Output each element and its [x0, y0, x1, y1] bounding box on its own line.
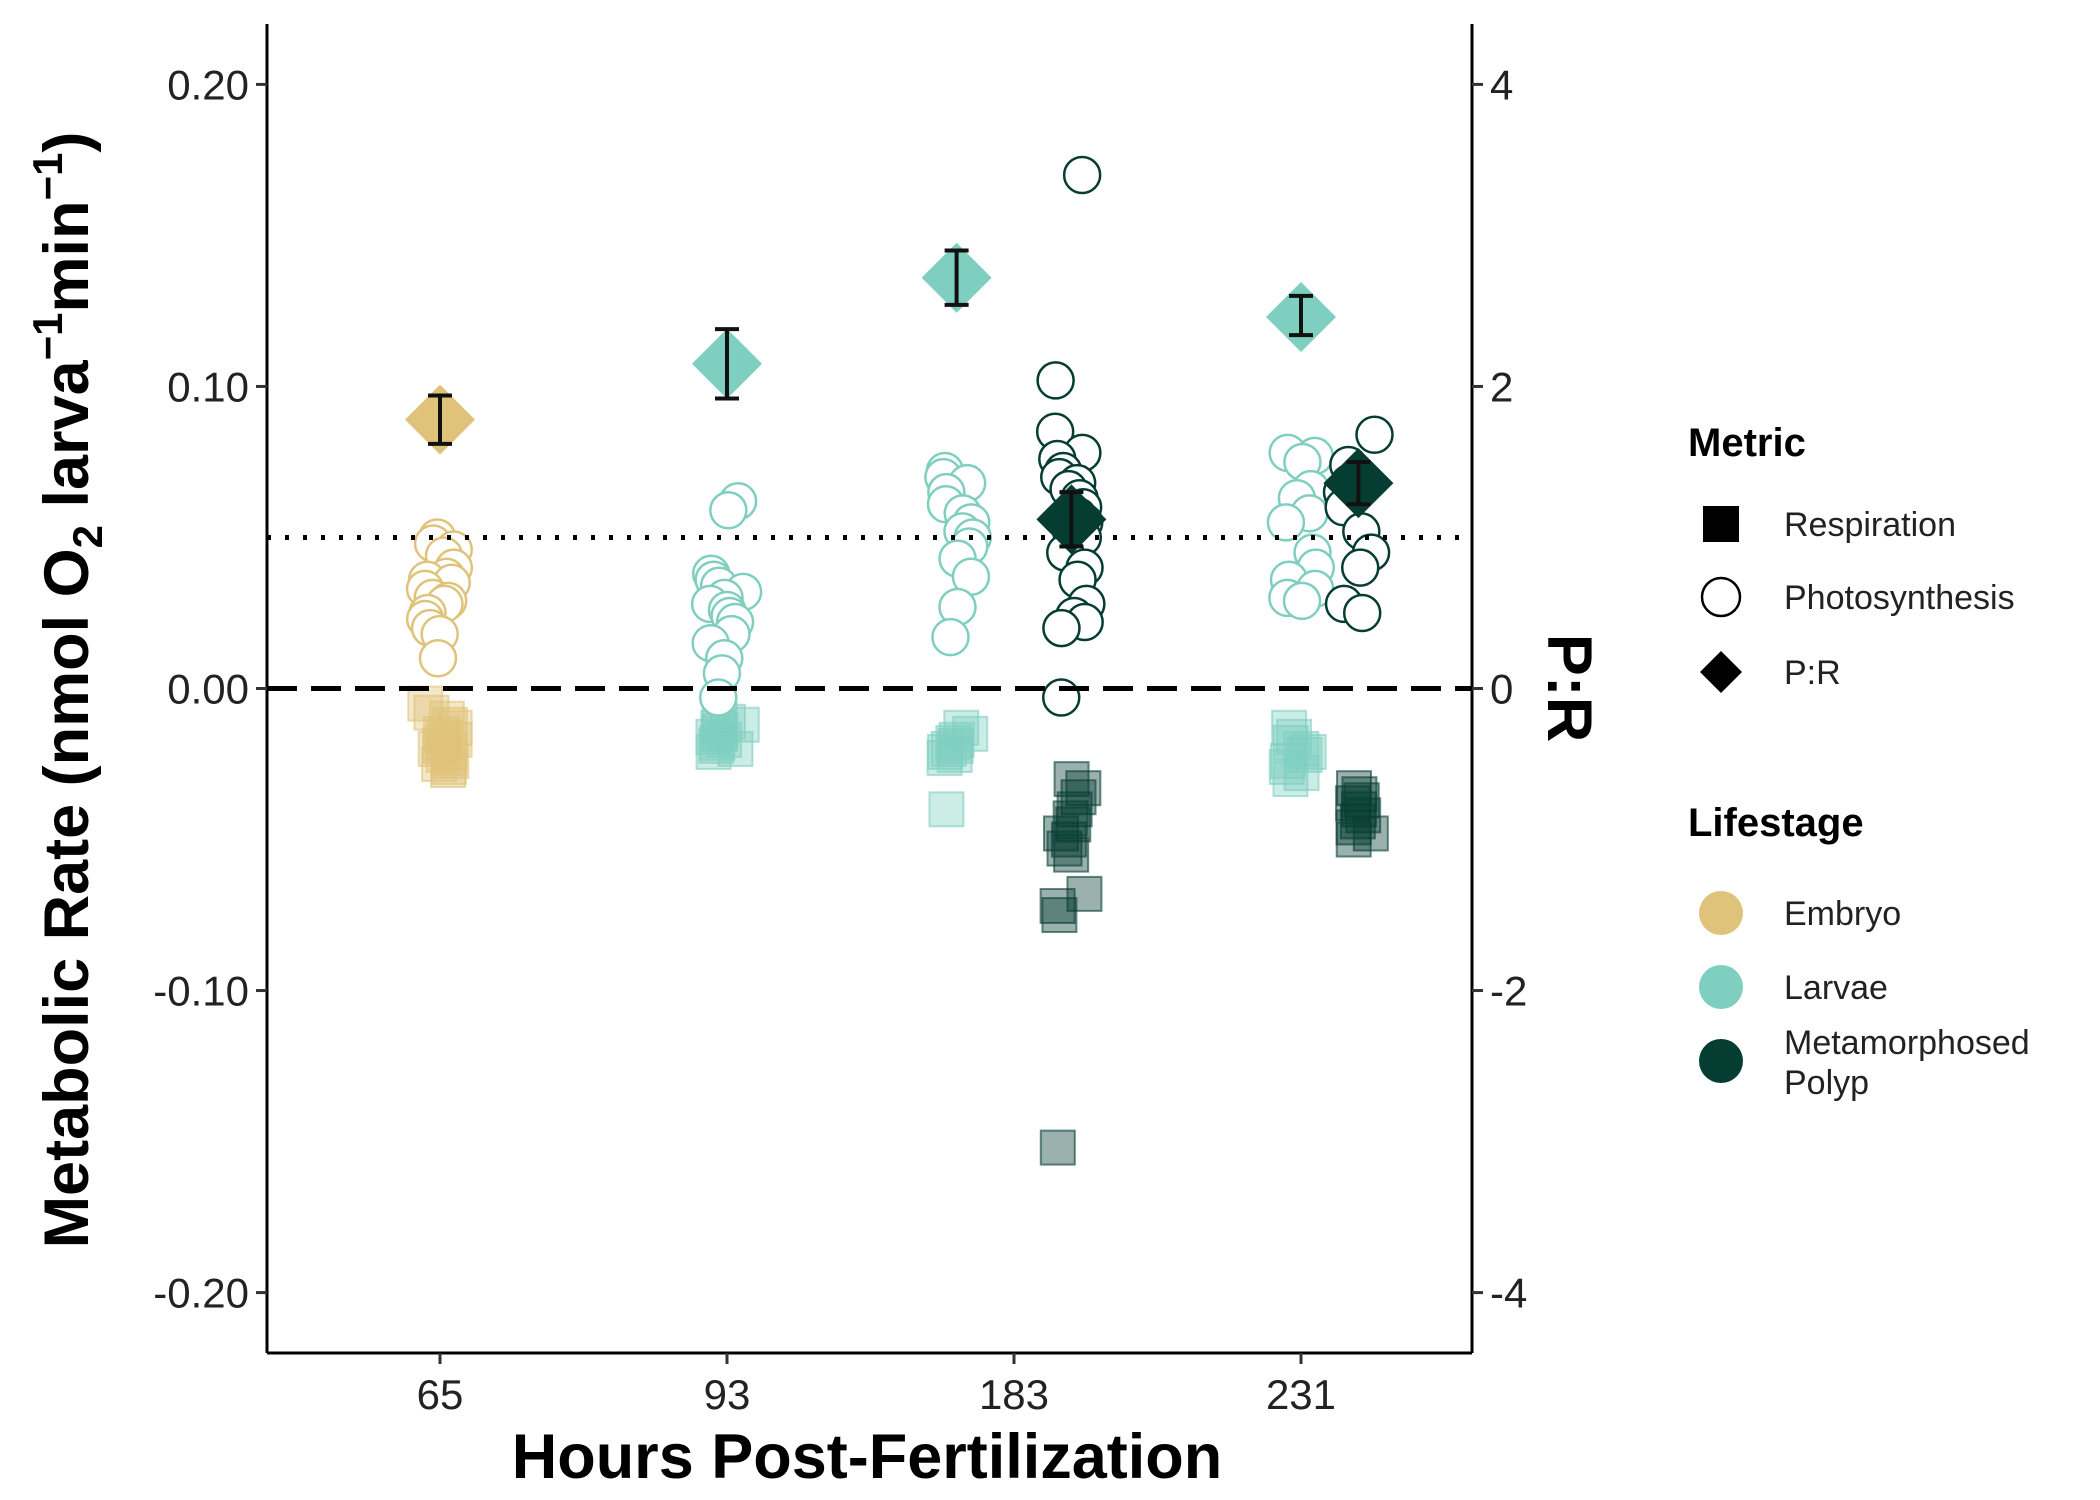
legend-larvae-swatch [1699, 965, 1743, 1009]
y2-tick-label: 2 [1490, 363, 1513, 410]
respiration-point [1039, 887, 1076, 924]
legend-pr-label: P:R [1784, 654, 1841, 692]
y-axis-title-sup1: −1 [24, 312, 71, 360]
reference-lines [267, 534, 1472, 691]
respiration-point [1343, 782, 1380, 819]
respiration-point [699, 724, 736, 761]
y-tick-label: -0.20 [153, 1270, 249, 1317]
respiration-point [1055, 806, 1092, 843]
y-tick-label: -0.10 [153, 968, 249, 1015]
y-axis-title-end: ) [32, 132, 102, 153]
respiration-point [1053, 836, 1090, 873]
respiration-point [1050, 821, 1087, 858]
legend-respiration-label: Respiration [1784, 506, 1956, 544]
respiration-point [1272, 761, 1309, 798]
x-tick-label: 65 [417, 1371, 464, 1418]
respiration-point [936, 736, 973, 773]
legend-embryo-label: Embryo [1784, 895, 1901, 933]
legend-polyp-label-line2: Polyp [1784, 1064, 1869, 1102]
y-axis-title-mid2: min [32, 200, 102, 312]
respiration-point [926, 739, 963, 776]
respiration-point [928, 791, 965, 828]
respiration-point [1060, 779, 1097, 816]
respiration-point [717, 730, 754, 767]
photosynthesis-point [1042, 608, 1081, 648]
photosynthesis-point [418, 639, 458, 678]
photosynthesis-point [1266, 503, 1306, 542]
photosynthesis-layer [405, 155, 1394, 717]
y2-tick-label: 0 [1490, 666, 1513, 713]
x-tick-label: 183 [979, 1371, 1049, 1418]
legend-diamond-symbol [1700, 651, 1742, 693]
respiration-point [937, 727, 974, 764]
respiration-point [1053, 761, 1090, 798]
photosynthesis-point [1340, 548, 1380, 587]
photosynthesis-point [709, 491, 748, 530]
respiration-point [1066, 875, 1103, 912]
legend-lifestage: Lifestage Embryo Larvae Metamorphosed Po… [1688, 801, 2030, 1102]
photosynthesis-point [1342, 593, 1382, 633]
photosynthesis-point [1041, 678, 1081, 717]
y2-axis-title: P:R [1534, 634, 1604, 743]
y-axis-title-main: Metabolic Rate (nmol O [32, 548, 102, 1248]
y2-tick-label: -2 [1490, 968, 1527, 1015]
photosynthesis-point [1036, 361, 1075, 400]
legend-circle-symbol [1700, 576, 1742, 618]
y-tick-label: 0.20 [167, 61, 249, 108]
respiration-point [1335, 821, 1372, 858]
legend-polyp-label-line1: Metamorphosed [1784, 1024, 2030, 1062]
y-axis-title-sup2: −1 [24, 153, 71, 201]
photosynthesis-point [1062, 155, 1102, 195]
respiration-point [1041, 897, 1078, 934]
axes: 0.20 0.10 0.00 -0.10 -0.20 4 2 0 -2 -4 65 93 183 231 [153, 24, 1527, 1418]
photosynthesis-point [1282, 581, 1322, 621]
legend-larvae-label: Larvae [1784, 969, 1888, 1007]
legend-metric: Metric Respiration Photosynthesis P:R [1688, 421, 2015, 693]
respiration-point [1290, 733, 1327, 770]
legend-square-symbol [1703, 506, 1739, 542]
legend-photosynthesis-label: Photosynthesis [1784, 579, 2015, 617]
respiration-layer [407, 685, 1389, 1166]
x-axis-title: Hours Post-Fertilization [512, 1422, 1223, 1492]
y2-tick-label: -4 [1490, 1270, 1527, 1317]
pr-layer [405, 242, 1394, 555]
x-tick-label: 231 [1266, 1371, 1336, 1418]
respiration-point [1039, 1129, 1076, 1166]
y-axis-title: Metabolic Rate (nmol O2 larva−1min−1) [24, 132, 111, 1249]
respiration-point [1056, 791, 1093, 828]
photosynthesis-point [1355, 415, 1394, 455]
y-axis-title-sub: 2 [64, 525, 111, 548]
legend-polyp-swatch [1699, 1039, 1743, 1083]
y2-tick-label: 4 [1490, 61, 1513, 108]
respiration-point [695, 733, 732, 770]
legend-metric-title: Metric [1688, 421, 1806, 465]
y-axis-title-mid: larva [32, 359, 102, 525]
photosynthesis-point [931, 617, 970, 657]
photosynthesis-point [699, 678, 738, 717]
y-tick-label: 0.10 [167, 363, 249, 410]
legend-embryo-swatch [1699, 891, 1743, 935]
respiration-point [430, 752, 467, 789]
legend-lifestage-title: Lifestage [1688, 801, 1864, 845]
y-tick-label: 0.00 [167, 666, 249, 713]
x-tick-label: 93 [704, 1371, 751, 1418]
